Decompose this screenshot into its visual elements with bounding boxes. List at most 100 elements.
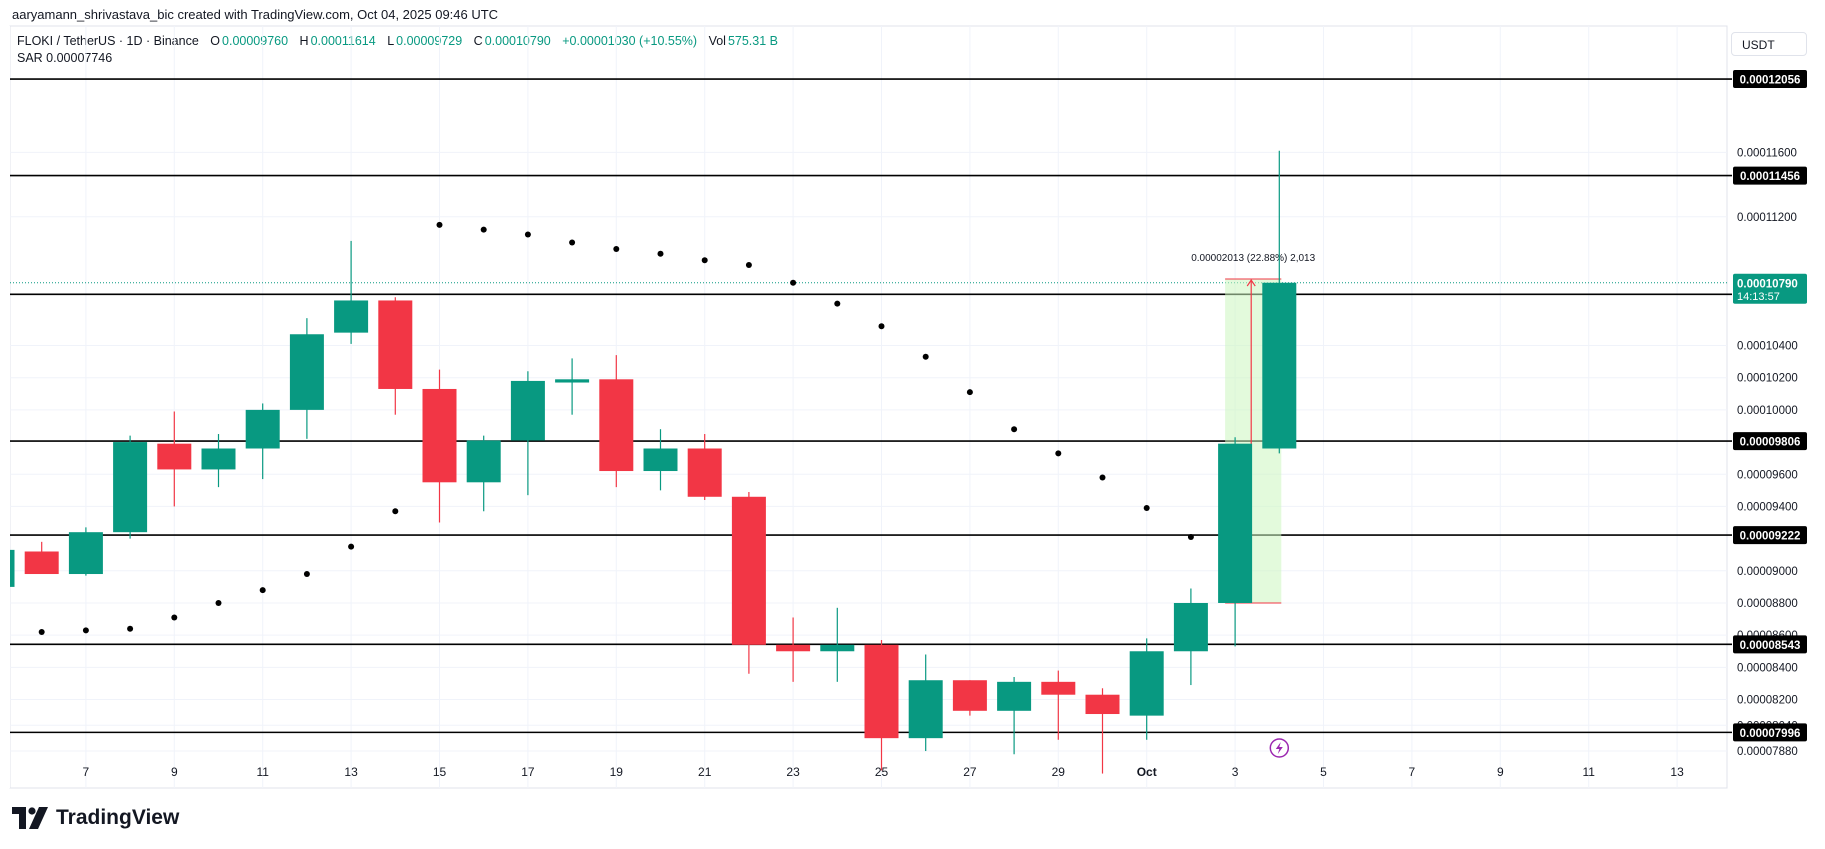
x-tick-label: 21: [698, 765, 712, 779]
sar-dot: [524, 231, 531, 238]
created-by-line: aaryamann_shrivastava_bic created with T…: [12, 7, 499, 22]
sar-dot: [215, 599, 222, 606]
low-label: L: [387, 34, 395, 48]
y-tick-label: 0.00008400: [1737, 662, 1798, 674]
countdown-label: 14:13:57: [1737, 291, 1780, 303]
last-price-label: 0.00010790: [1737, 278, 1798, 290]
sar-dot: [480, 226, 487, 233]
candle-body: [334, 300, 369, 333]
x-tick-label: 27: [963, 765, 977, 779]
candle-body: [908, 680, 943, 739]
y-tick-label: 0.00009600: [1737, 469, 1798, 481]
candle-body: [1085, 694, 1120, 715]
y-tick-label: 0.00010400: [1737, 341, 1798, 353]
x-tick-label: 11: [256, 765, 269, 779]
candle-body: [1041, 681, 1076, 695]
x-tick-label: 15: [433, 765, 447, 779]
sar-dot: [1055, 450, 1062, 457]
level-price-label: 0.00009222: [1740, 531, 1801, 543]
tradingview-logo-icon: [12, 807, 48, 829]
x-tick-label: 13: [344, 765, 358, 779]
x-tick-label: 7: [83, 765, 90, 779]
candle-body: [201, 448, 236, 470]
x-tick-label: 9: [1497, 765, 1504, 779]
level-price-label: 0.00008543: [1740, 640, 1801, 652]
sar-dot: [1143, 505, 1150, 512]
low-value: 0.00009729: [396, 34, 463, 48]
y-tick-label: 0.00011600: [1737, 147, 1797, 159]
sar-dot: [1187, 534, 1194, 541]
level-price-label: 0.00011456: [1740, 171, 1800, 183]
candle-body: [466, 440, 501, 483]
sar-dot: [348, 543, 355, 550]
measure-label: 0.00002013 (22.88%) 2,013: [1191, 253, 1315, 264]
candle-body: [378, 300, 413, 389]
candle-body: [24, 551, 59, 575]
candle-body: [422, 388, 457, 483]
candle-body: [643, 448, 678, 472]
y-tick-label: 0.00008800: [1737, 598, 1798, 610]
symbol-name: FLOKI / TetherUS · 1D · Binance: [17, 34, 199, 48]
candle-body: [68, 532, 103, 575]
candle-body: [776, 644, 811, 652]
change-value: +0.00001030 (+10.55%): [562, 34, 698, 48]
currency-button[interactable]: USDT: [1731, 32, 1807, 56]
sar-dot: [834, 300, 841, 307]
candle-body: [245, 409, 280, 449]
x-tick-label: 17: [521, 765, 535, 779]
sar-dot: [657, 250, 664, 257]
candle-body: [1262, 282, 1297, 449]
candle-body: [687, 448, 722, 497]
sar-dot: [922, 353, 929, 360]
level-price-label: 0.00012056: [1740, 75, 1801, 87]
close-value: 0.00010790: [484, 34, 551, 48]
close-label: C: [473, 34, 483, 48]
brand-name: TradingView: [56, 806, 180, 829]
candle-body: [820, 644, 855, 652]
high-value: 0.00011614: [310, 34, 376, 48]
sar-dot: [38, 628, 45, 635]
sar-dot: [171, 614, 178, 621]
sar-legend: SAR 0.00007746: [17, 51, 113, 65]
sar-dot: [745, 262, 752, 269]
candle-body: [1173, 602, 1208, 652]
y-tick-label: 0.00011200: [1737, 212, 1797, 224]
y-tick-label: 0.00010000: [1737, 405, 1798, 417]
sar-dot: [127, 625, 134, 632]
level-price-tag: [1733, 723, 1807, 742]
vol-value: 575.31 B: [727, 34, 778, 48]
x-tick-label: 23: [786, 765, 800, 779]
candle-body: [997, 681, 1032, 711]
sar-dot: [1011, 426, 1018, 433]
x-tick-label: Oct: [1137, 765, 1157, 779]
sar-dot: [701, 257, 708, 264]
y-tick-label: 0.00008200: [1737, 695, 1798, 707]
x-tick-label: 3: [1232, 765, 1239, 779]
x-tick-label: 25: [875, 765, 889, 779]
candle-body: [1129, 651, 1164, 716]
vol-label: Vol: [708, 34, 726, 48]
lightning-bolt-glyph: [1275, 742, 1283, 754]
x-tick-label: 19: [610, 765, 624, 779]
x-tick-label: 5: [1320, 765, 1327, 779]
level-price-tag: [1733, 635, 1807, 654]
sar-dot: [966, 389, 973, 396]
candle-body: [864, 644, 899, 739]
sar-dot: [613, 245, 620, 252]
sar-dot: [790, 279, 797, 286]
sar-dot: [392, 508, 399, 515]
sar-dot: [1099, 474, 1106, 481]
left-margin-mask: [0, 26, 10, 788]
y-tick-label: 0.00010200: [1737, 373, 1798, 385]
sar-dot: [569, 239, 576, 246]
candle-body: [1218, 443, 1253, 603]
level-price-tag: [1733, 526, 1807, 545]
open-label: O: [210, 34, 221, 48]
candle-body: [731, 496, 766, 645]
y-tick-label: 0.00009400: [1737, 501, 1798, 513]
symbol-legend: FLOKI / TetherUS · 1D · Binance O 0.00009…: [17, 34, 780, 48]
candle-body: [113, 442, 148, 533]
level-price-tag: [1733, 166, 1807, 185]
y-tick-label: 0.00007880: [1737, 746, 1798, 758]
